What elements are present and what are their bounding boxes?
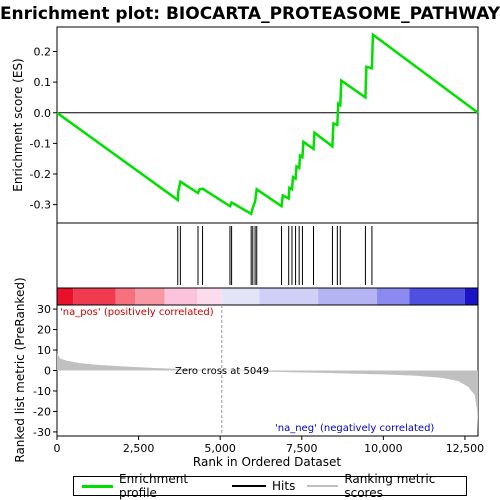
legend-item-ranking-metric: Ranking metric scores	[307, 472, 466, 500]
x-tick-label: 5,000	[204, 442, 236, 455]
hits-panel-frame	[56, 222, 479, 289]
legend-label-hits: Hits	[272, 479, 296, 493]
es-y-tick-label: -0.3	[30, 199, 51, 212]
color-bar-segment	[115, 288, 136, 305]
legend-swatch-enrichment-profile	[82, 484, 113, 488]
es-y-tick-label: 0.0	[34, 107, 52, 120]
legend-label-ranking-metric: Ranking metric scores	[344, 472, 436, 500]
color-bar-segment	[259, 288, 319, 305]
legend-swatch-hits	[232, 485, 267, 487]
color-bar-segment	[135, 288, 165, 305]
legend: Enrichment profile Hits Ranking metric s…	[73, 472, 467, 500]
neg-correlated-label: 'na_neg' (negatively correlated)	[275, 423, 434, 434]
es-y-tick-label: -0.2	[30, 168, 51, 181]
color-bar-segment	[57, 288, 74, 305]
x-axis-label: Rank in Ordered Dataset	[193, 455, 341, 469]
enrichment-profile-line	[56, 32, 479, 216]
metric-y-axis-label: Ranked list metric (PreRanked)	[13, 277, 27, 462]
es-panel-frame	[56, 26, 479, 224]
rank-color-bar	[57, 288, 478, 305]
chart-title: Enrichment plot: BIOCARTA_PROTEASOME_PAT…	[0, 4, 500, 24]
x-tick-label: 10,000	[364, 442, 403, 455]
es-y-tick-label: 0.1	[34, 76, 52, 89]
pos-correlated-label: 'na_pos' (positively correlated)	[60, 307, 214, 318]
metric-y-tick-label: -30	[33, 426, 51, 439]
x-tick-label: 12,500	[446, 442, 485, 455]
color-bar-segment	[221, 288, 260, 305]
color-bar-segment	[197, 288, 222, 305]
es-y-axis-label: Enrichment score (ES)	[11, 58, 25, 191]
metric-y-tick-label: 0	[44, 365, 51, 378]
metric-y-tick-label: 20	[37, 324, 51, 337]
metric-y-tick-label: -20	[33, 405, 51, 418]
es-y-tick-label: -0.1	[30, 137, 51, 150]
zero-cross-label: Zero cross at 5049	[175, 366, 269, 377]
hits-panel	[56, 222, 479, 289]
color-bar-segment	[318, 288, 377, 305]
color-bar-segment	[376, 288, 410, 305]
legend-item-enrichment-profile: Enrichment profile	[82, 472, 220, 500]
x-tick-label: 2,500	[123, 442, 155, 455]
metric-y-tick-label: -10	[33, 385, 51, 398]
x-tick-label: 0	[54, 442, 61, 455]
es-panel: -0.3 -0.2 -0.1 0.0 0.1 0.2 Enrichment score (…	[11, 26, 479, 224]
ranking-metric-area	[57, 353, 478, 430]
metric-y-tick-label: 10	[37, 344, 51, 357]
x-tick-label: 7,500	[286, 442, 318, 455]
legend-swatch-ranking-metric	[307, 485, 339, 487]
color-bar-segment	[464, 288, 478, 305]
metric-y-tick-label: 30	[37, 303, 51, 316]
es-y-tick-label: 0.2	[34, 46, 52, 59]
metric-panel: 30 20 10 0 -10 -20 -30 'na_pos' (positively co…	[13, 277, 479, 463]
color-bar-segment	[409, 288, 465, 305]
color-bar-segment	[164, 288, 198, 305]
legend-item-hits: Hits	[232, 479, 295, 493]
legend-label-enrichment-profile: Enrichment profile	[119, 472, 189, 500]
color-bar-segment	[73, 288, 116, 305]
